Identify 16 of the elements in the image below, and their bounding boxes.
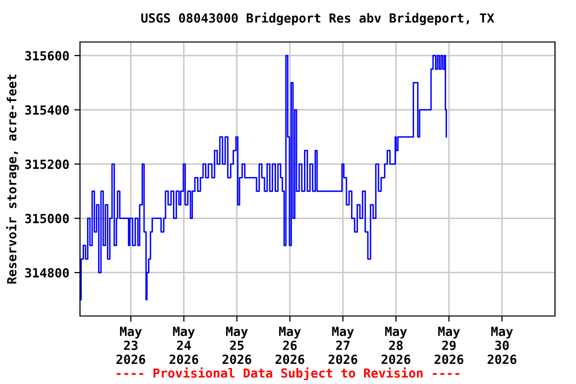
x-tick-label: May 28 2026: [382, 326, 410, 364]
y-axis-title: Reservoir storage, acre-feet: [6, 74, 19, 284]
y-tick-label: 315600: [25, 51, 69, 61]
x-tick-label: May 29 2026: [434, 326, 464, 364]
x-tick-label: May 27 2026: [328, 326, 358, 364]
y-tick-label: 314800: [25, 268, 69, 278]
y-tick-label: 315200: [25, 160, 69, 170]
y-tick-label: 315400: [25, 105, 69, 115]
x-tick-label: May 25 2026: [222, 326, 252, 364]
x-tick-label: May 30 2026: [488, 326, 516, 364]
text: ---- Provisional Data Subject to Revision ----: [116, 367, 460, 380]
x-tick-label: May 23 2026: [116, 326, 146, 364]
y-tick-label: 315000: [25, 214, 69, 224]
chart-title: USGS 08043000 Bridgeport Res abv Bridgeport, TX: [141, 12, 494, 26]
x-tick-label: May 26 2026: [276, 326, 304, 364]
x-tick-label: May 24 2026: [169, 326, 198, 364]
